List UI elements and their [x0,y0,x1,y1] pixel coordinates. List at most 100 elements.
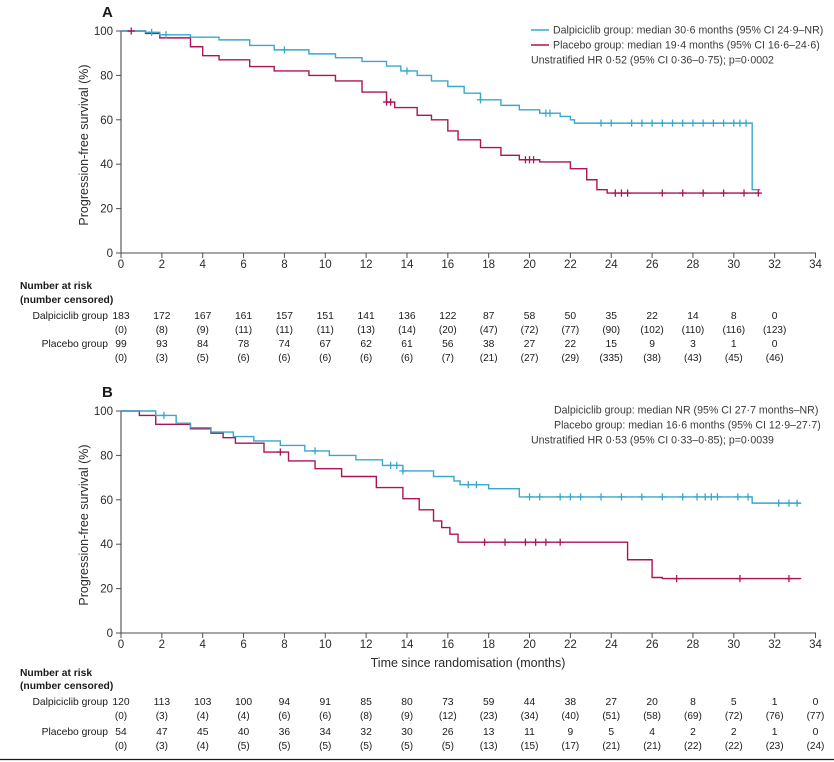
svg-text:30: 30 [401,727,413,738]
svg-text:Placebo group: Placebo group [42,339,109,350]
svg-text:6: 6 [240,259,246,271]
svg-text:94: 94 [279,697,291,708]
svg-text:56: 56 [442,339,454,350]
svg-text:A: A [102,4,113,21]
svg-text:(40): (40) [561,711,579,722]
svg-text:22: 22 [564,259,577,271]
svg-text:(90): (90) [602,325,620,336]
svg-text:8: 8 [281,639,287,651]
svg-text:11: 11 [524,727,535,738]
svg-text:(4): (4) [197,711,209,722]
svg-text:(8): (8) [360,711,372,722]
svg-text:44: 44 [524,697,536,708]
svg-text:(47): (47) [480,325,498,336]
svg-text:85: 85 [360,697,372,708]
svg-text:60: 60 [100,115,113,127]
svg-text:(21): (21) [602,741,620,752]
svg-text:38: 38 [565,697,577,708]
svg-text:(27): (27) [521,353,539,364]
svg-text:100: 100 [235,697,252,708]
svg-text:100: 100 [94,26,113,38]
svg-text:14: 14 [401,259,414,271]
svg-text:172: 172 [153,311,170,322]
svg-text:Unstratified HR 0·52 (95% CI 0: Unstratified HR 0·52 (95% CI 0·36–0·75);… [531,55,774,67]
svg-text:Dalpiciclib group: Dalpiciclib group [32,311,108,322]
svg-text:B: B [102,384,113,401]
svg-text:100: 100 [94,406,113,418]
svg-text:(51): (51) [602,711,620,722]
svg-text:0: 0 [118,259,124,271]
svg-text:(5): (5) [401,741,413,752]
svg-text:(20): (20) [439,325,457,336]
svg-text:167: 167 [194,311,211,322]
svg-text:4: 4 [649,727,655,738]
svg-text:0: 0 [107,628,113,640]
svg-text:(11): (11) [235,325,252,336]
svg-text:93: 93 [156,339,168,350]
svg-text:122: 122 [439,311,456,322]
svg-text:(8): (8) [156,325,168,336]
svg-text:(3): (3) [156,741,168,752]
svg-text:2: 2 [690,727,696,738]
svg-text:136: 136 [398,311,415,322]
svg-text:2: 2 [159,259,165,271]
svg-text:6: 6 [240,639,246,651]
svg-text:73: 73 [442,697,454,708]
svg-text:34: 34 [809,259,822,271]
svg-text:99: 99 [115,339,127,350]
svg-text:32: 32 [768,259,781,271]
svg-text:(23): (23) [766,741,784,752]
svg-text:(4): (4) [197,741,209,752]
svg-text:(6): (6) [319,711,331,722]
svg-text:1: 1 [772,727,778,738]
svg-text:59: 59 [483,697,495,708]
svg-text:(0): (0) [115,741,127,752]
svg-text:Placebo group: median 16·6 mon: Placebo group: median 16·6 months (95% C… [554,420,821,432]
svg-text:(24): (24) [807,741,825,752]
svg-text:24: 24 [605,259,618,271]
svg-text:Progression-free survival (%): Progression-free survival (%) [77,444,91,605]
svg-text:0: 0 [118,639,124,651]
svg-text:(38): (38) [643,353,661,364]
svg-text:120: 120 [112,697,129,708]
svg-text:141: 141 [358,311,375,322]
svg-text:1: 1 [731,339,737,350]
svg-text:30: 30 [727,639,740,651]
svg-text:Progression-free survival (%): Progression-free survival (%) [77,64,91,225]
svg-text:(6): (6) [360,353,372,364]
svg-text:15: 15 [606,339,618,350]
svg-text:Placebo group: Placebo group [42,727,109,738]
svg-text:(6): (6) [237,353,249,364]
svg-text:26: 26 [646,259,659,271]
svg-text:(6): (6) [278,711,290,722]
svg-text:2: 2 [159,639,165,651]
svg-text:20: 20 [100,584,113,596]
svg-text:(29): (29) [561,353,579,364]
svg-text:(69): (69) [684,711,702,722]
svg-text:(6): (6) [319,353,331,364]
svg-text:27: 27 [524,339,536,350]
svg-text:47: 47 [156,727,168,738]
svg-text:80: 80 [100,70,113,82]
svg-text:54: 54 [115,727,127,738]
svg-text:(6): (6) [278,353,290,364]
svg-text:36: 36 [279,727,291,738]
svg-text:(12): (12) [439,711,457,722]
svg-text:20: 20 [523,639,536,651]
svg-text:4: 4 [200,639,207,651]
svg-text:34: 34 [809,639,822,651]
svg-text:14: 14 [687,311,699,322]
svg-text:(13): (13) [357,325,375,336]
svg-text:0: 0 [772,339,778,350]
svg-text:Placebo group: median 19·4 mon: Placebo group: median 19·4 months (95% C… [553,40,820,52]
svg-text:28: 28 [687,639,700,651]
svg-text:84: 84 [197,339,209,350]
svg-text:(0): (0) [115,353,127,364]
svg-text:18: 18 [482,259,495,271]
svg-text:61: 61 [401,339,413,350]
svg-text:Number at risk: Number at risk [20,668,92,679]
svg-text:28: 28 [687,259,700,271]
svg-text:40: 40 [100,159,113,171]
svg-text:(123): (123) [763,325,786,336]
svg-text:58: 58 [524,311,536,322]
